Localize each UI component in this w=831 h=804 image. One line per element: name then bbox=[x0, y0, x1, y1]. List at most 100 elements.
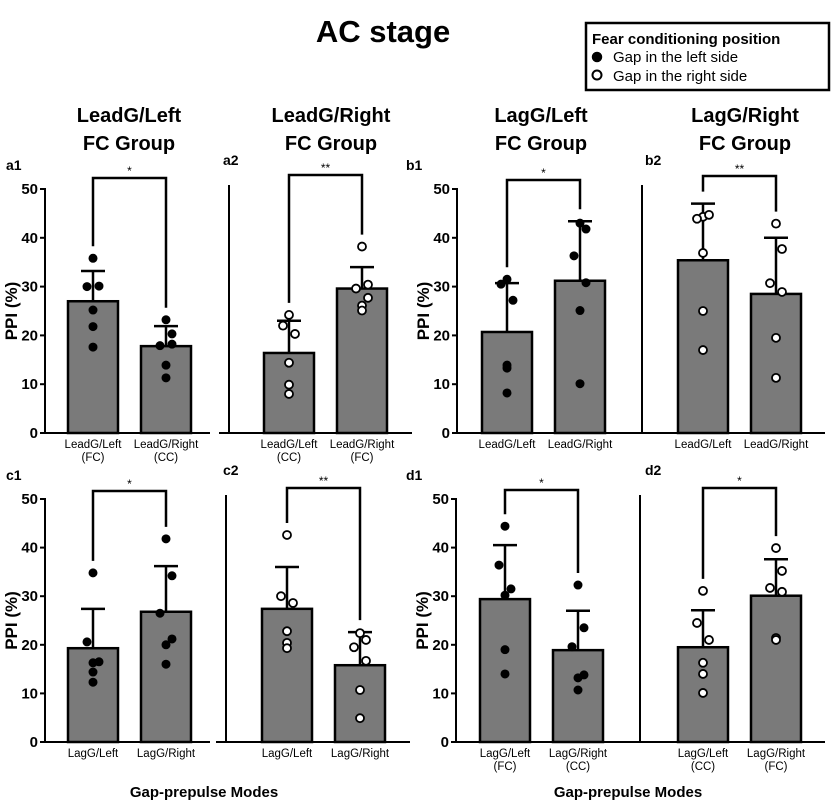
data-point bbox=[282, 643, 292, 654]
group-title-leadg-left: LeadG/Left FC Group bbox=[77, 105, 182, 155]
x-tick-label-sub: (CC) bbox=[277, 452, 301, 464]
data-point bbox=[357, 305, 367, 316]
panel-label: a1 bbox=[6, 157, 22, 173]
data-point bbox=[167, 571, 177, 581]
data-point bbox=[82, 637, 92, 647]
data-point bbox=[161, 360, 171, 370]
significance-label: ** bbox=[319, 474, 329, 488]
group-title-line2: FC Group bbox=[285, 133, 377, 155]
data-point bbox=[284, 310, 294, 320]
y-tick-label: 40 bbox=[21, 230, 38, 247]
data-point bbox=[567, 642, 577, 652]
bar bbox=[480, 330, 534, 435]
data-point bbox=[771, 635, 781, 645]
group-title-line1: LagG/Right bbox=[691, 105, 799, 127]
data-point bbox=[771, 372, 781, 383]
data-point bbox=[355, 685, 365, 695]
significance-bracket bbox=[285, 486, 362, 621]
data-point bbox=[500, 669, 510, 679]
data-point bbox=[88, 677, 98, 687]
y-tick-label: 10 bbox=[21, 376, 38, 393]
panel-label: c2 bbox=[223, 462, 239, 478]
data-point bbox=[698, 306, 708, 316]
x-tick-label: LagG/Right bbox=[747, 748, 806, 760]
data-point bbox=[777, 586, 787, 597]
data-point bbox=[161, 640, 171, 650]
data-point bbox=[94, 281, 104, 291]
data-point bbox=[581, 278, 591, 288]
x-tick-label: LeadG/Left bbox=[65, 439, 123, 451]
x-tick-label: LagG/Left bbox=[480, 748, 531, 760]
data-point bbox=[363, 279, 373, 290]
legend-item-right: Gap in the right side bbox=[613, 68, 747, 85]
y-axis-title: PPI (%) bbox=[414, 282, 433, 341]
x-tick-label: LagG/Left bbox=[678, 748, 729, 760]
x-tick-label-sub: (FC) bbox=[351, 452, 374, 464]
data-point bbox=[284, 357, 294, 368]
data-point bbox=[88, 342, 98, 352]
y-tick-label: 30 bbox=[432, 588, 449, 605]
significance-label: ** bbox=[735, 162, 745, 176]
data-point bbox=[573, 673, 583, 683]
data-point bbox=[161, 315, 171, 325]
data-point bbox=[500, 645, 510, 655]
x-axis-title-right: Gap-prepulse Modes bbox=[554, 784, 702, 801]
data-point bbox=[282, 530, 292, 540]
data-point bbox=[88, 658, 98, 668]
data-point bbox=[88, 568, 98, 578]
x-tick-label: LagG/Left bbox=[262, 748, 313, 760]
significance-bracket bbox=[505, 178, 582, 268]
significance-bracket bbox=[91, 489, 168, 561]
significance-bracket bbox=[701, 174, 778, 212]
panel-b1: b1 0 10 20 30 40 50 PPI (%) LeadG/Left LeadG/Righ… bbox=[406, 157, 636, 451]
data-point bbox=[698, 248, 708, 258]
panel-d2: d2 LagG/Left(CC) LagG/Right(FC) * bbox=[630, 462, 825, 773]
data-point bbox=[290, 329, 300, 339]
data-point bbox=[575, 306, 585, 316]
data-point bbox=[502, 363, 512, 373]
y-tick-label: 30 bbox=[21, 279, 38, 296]
significance-label: ** bbox=[321, 161, 331, 175]
data-point bbox=[167, 634, 177, 644]
bar bbox=[749, 594, 803, 744]
data-point bbox=[167, 339, 177, 349]
bar bbox=[551, 648, 605, 744]
x-tick-label: LeadG/Right bbox=[134, 439, 199, 451]
data-point bbox=[363, 292, 373, 303]
data-point bbox=[351, 283, 361, 294]
data-point bbox=[704, 209, 714, 220]
x-tick-label-sub: (FC) bbox=[765, 761, 788, 773]
data-point bbox=[575, 379, 585, 389]
panel-a2: a2 LeadG/Left(CC) LeadG/Right(FC) ** bbox=[219, 152, 412, 464]
panel-label: d2 bbox=[645, 462, 662, 478]
group-title-line1: LeadG/Right bbox=[272, 105, 391, 127]
significance-label: * bbox=[127, 164, 132, 178]
y-axis-title: PPI (%) bbox=[2, 591, 21, 650]
y-tick-label: 20 bbox=[432, 637, 449, 654]
data-point bbox=[692, 618, 702, 628]
data-point bbox=[771, 543, 781, 553]
data-point bbox=[282, 626, 292, 637]
data-point bbox=[88, 253, 98, 263]
data-point bbox=[506, 584, 516, 594]
data-point bbox=[155, 341, 165, 351]
data-point bbox=[355, 713, 365, 724]
data-point bbox=[698, 688, 708, 698]
y-tick-label: 10 bbox=[432, 685, 449, 702]
data-point bbox=[167, 329, 177, 339]
y-tick-label: 20 bbox=[433, 327, 450, 344]
data-point bbox=[698, 657, 708, 668]
data-point bbox=[284, 379, 294, 390]
group-title-lagg-right: LagG/Right FC Group bbox=[691, 105, 799, 155]
y-tick-label: 0 bbox=[30, 734, 38, 751]
significance-label: * bbox=[737, 474, 742, 488]
bar bbox=[260, 607, 314, 744]
legend: Fear conditioning position Gap in the le… bbox=[584, 21, 831, 92]
data-point bbox=[765, 583, 775, 593]
data-point bbox=[698, 669, 708, 679]
x-tick-label-sub: (CC) bbox=[566, 761, 590, 773]
data-point bbox=[579, 623, 589, 633]
data-point bbox=[502, 274, 512, 284]
data-point bbox=[88, 322, 98, 332]
